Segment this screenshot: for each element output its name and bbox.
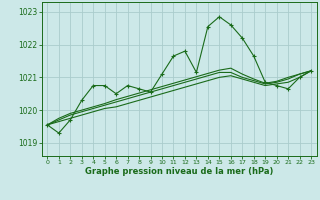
X-axis label: Graphe pression niveau de la mer (hPa): Graphe pression niveau de la mer (hPa) <box>85 167 273 176</box>
